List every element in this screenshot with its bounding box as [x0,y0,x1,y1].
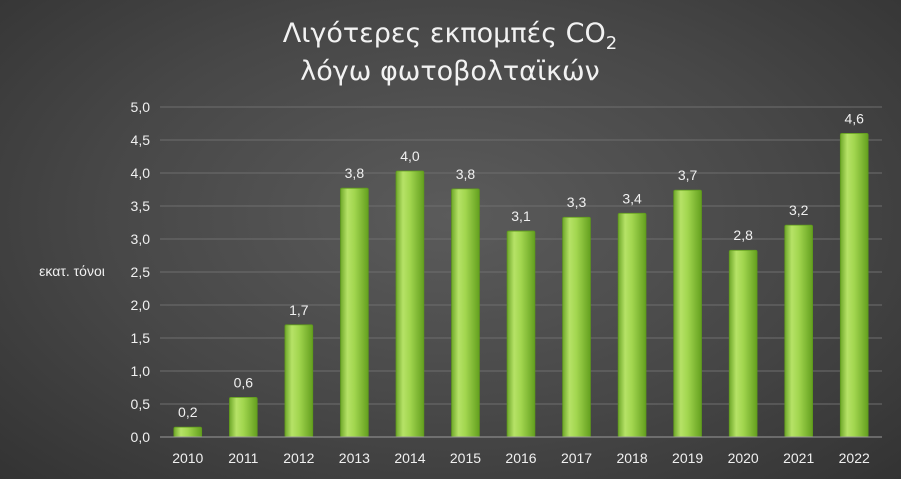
bar-2013 [340,187,369,438]
x-tick-label-2022: 2022 [839,450,870,466]
data-label-2018: 3,4 [622,190,642,206]
y-tick-label: 1,5 [131,330,151,346]
x-tick-label-2015: 2015 [450,450,481,466]
chart-title-line2: λόγω φωτοβολταϊκών [300,56,599,87]
data-label-2016: 3,1 [511,208,531,224]
x-tick-label-2014: 2014 [394,450,425,466]
bar-2022 [839,132,869,438]
data-label-2017: 3,3 [567,194,587,210]
bar-2017 [562,216,591,438]
data-label-2022: 4,6 [844,110,864,126]
y-tick-label: 2,5 [131,264,151,280]
data-label-2014: 4,0 [400,148,420,164]
data-label-2021: 3,2 [789,202,809,218]
x-tick-labels: 2010 2011 2012 2013 2014 2015 2016 2017 2018 2019… [172,450,870,466]
y-tick-label: 0,5 [131,396,151,412]
y-tick-label: 2,0 [131,297,151,313]
x-tick-label-2018: 2018 [616,450,647,466]
data-label-2010: 0,2 [178,404,198,420]
x-tick-label-2012: 2012 [283,450,314,466]
y-tick-label: 5,0 [131,99,151,115]
data-label-2020: 2,8 [733,227,753,243]
y-tick-label: 3,0 [131,231,151,247]
data-label-2012: 1,7 [289,302,309,318]
x-tick-label-2020: 2020 [728,450,759,466]
bar-2010 [173,426,203,438]
x-tick-label-2011: 2011 [228,450,258,466]
x-tick-label-2017: 2017 [561,450,592,466]
y-tick-label: 1,0 [131,363,151,379]
bar-2012 [284,324,314,438]
y-tick-label: 3,5 [131,198,151,214]
x-tick-label-2013: 2013 [339,450,370,466]
chart-title-line1: Λιγότερες εκπομπές CO2 [283,18,617,54]
bar-2019 [673,189,702,438]
data-labels: 0,2 0,6 1,7 3,8 4,0 3,8 3,1 3,3 3,4 3,7 2,8 3,2 4,6 [178,110,864,420]
data-label-2013: 3,8 [345,165,365,181]
bar-2020 [728,249,758,438]
y-tick-label: 4,5 [131,132,151,148]
data-label-2019: 3,7 [678,167,698,183]
x-tick-label-2021: 2021 [783,450,814,466]
bar-2021 [784,224,813,438]
bar-2016 [506,230,536,438]
y-tick-labels: 0,0 0,5 1,0 1,5 2,0 2,5 3,0 3,5 4,0 4,5 5,0 [131,99,151,445]
bar-2018 [617,212,647,438]
chart-title-subscript: 2 [606,33,617,54]
data-label-2015: 3,8 [456,166,476,182]
x-tick-label-2016: 2016 [505,450,536,466]
y-tick-label: 4,0 [131,165,151,181]
data-label-2011: 0,6 [234,374,254,390]
bar-2014 [395,170,425,438]
chart-title-main: Λιγότερες εκπομπές CO [283,18,606,49]
bars [173,132,869,438]
x-tick-label-2019: 2019 [672,450,703,466]
x-tick-label-2010: 2010 [172,450,203,466]
bar-2015 [451,188,480,438]
y-axis-label: εκατ. τόνοι [39,263,105,279]
bar-2011 [229,396,258,438]
y-tick-label: 0,0 [131,429,151,445]
